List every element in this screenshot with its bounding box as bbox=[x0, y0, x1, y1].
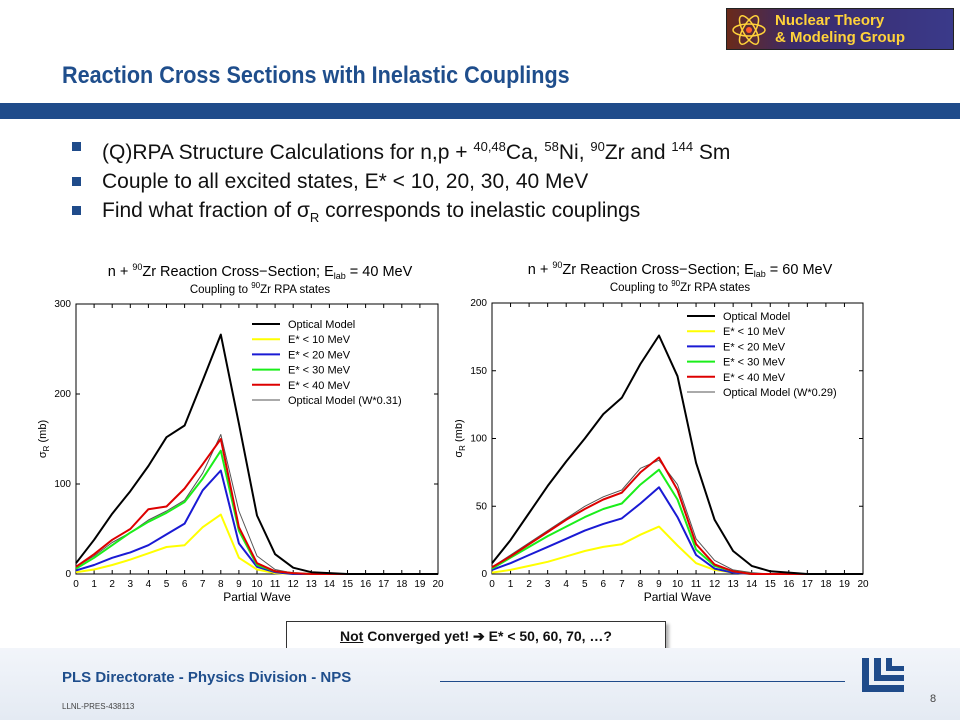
legend-label: Optical Model bbox=[723, 311, 790, 323]
x-tick-label: 14 bbox=[746, 579, 758, 590]
y-tick-label: 150 bbox=[470, 366, 487, 377]
x-tick-label: 10 bbox=[251, 579, 263, 590]
x-tick-label: 20 bbox=[432, 579, 444, 590]
x-tick-label: 15 bbox=[765, 579, 777, 590]
y-tick-label: 100 bbox=[470, 434, 487, 445]
legend-label: E* < 40 MeV bbox=[288, 380, 351, 392]
x-tick-label: 0 bbox=[73, 579, 79, 590]
bullet-square-icon bbox=[72, 142, 81, 151]
x-tick-label: 8 bbox=[218, 579, 224, 590]
chart-subtitle: Coupling to 90Zr RPA states bbox=[190, 281, 331, 296]
slide-title: Reaction Cross Sections with Inelastic C… bbox=[62, 62, 570, 89]
x-tick-label: 13 bbox=[306, 579, 318, 590]
logo-line-1: Nuclear Theory bbox=[775, 12, 885, 29]
chart-title: n + 90Zr Reaction Cross−Section; Elab = … bbox=[528, 260, 833, 279]
x-tick-label: 0 bbox=[489, 579, 495, 590]
x-tick-label: 6 bbox=[182, 579, 188, 590]
x-tick-label: 12 bbox=[709, 579, 721, 590]
legend-label: E* < 20 MeV bbox=[723, 341, 786, 353]
x-tick-label: 12 bbox=[288, 579, 300, 590]
x-tick-label: 11 bbox=[691, 579, 702, 590]
title-bar bbox=[0, 103, 960, 119]
x-tick-label: 3 bbox=[545, 579, 551, 590]
y-tick-label: 200 bbox=[470, 298, 487, 309]
x-tick-label: 2 bbox=[526, 579, 532, 590]
y-tick-label: 100 bbox=[54, 479, 71, 490]
y-tick-label: 200 bbox=[54, 389, 71, 400]
legend-label: E* < 20 MeV bbox=[288, 349, 351, 361]
x-tick-label: 20 bbox=[857, 579, 869, 590]
x-tick-label: 7 bbox=[619, 579, 625, 590]
chart-title: n + 90Zr Reaction Cross−Section; Elab = … bbox=[108, 262, 413, 281]
footer-divider bbox=[440, 681, 845, 682]
x-tick-label: 14 bbox=[324, 579, 336, 590]
series-line bbox=[75, 333, 438, 575]
x-tick-label: 4 bbox=[146, 579, 152, 590]
atom-icon bbox=[732, 15, 766, 45]
x-tick-label: 5 bbox=[582, 579, 588, 590]
x-axis-label: Partial Wave bbox=[644, 590, 712, 604]
bullet-square-icon bbox=[72, 177, 81, 186]
x-tick-label: 17 bbox=[378, 579, 390, 590]
y-tick-label: 300 bbox=[54, 299, 71, 310]
x-tick-label: 4 bbox=[563, 579, 569, 590]
x-tick-label: 10 bbox=[672, 579, 684, 590]
legend-label: Optical Model (W*0.29) bbox=[723, 387, 837, 399]
x-tick-label: 13 bbox=[728, 579, 740, 590]
y-axis-label: σR (mb) bbox=[455, 419, 467, 457]
legend-label: Optical Model bbox=[288, 319, 355, 331]
logo-text: Nuclear Theory & Modeling Group bbox=[775, 12, 905, 46]
x-tick-label: 8 bbox=[638, 579, 644, 590]
x-tick-label: 18 bbox=[820, 579, 832, 590]
x-tick-label: 9 bbox=[656, 579, 662, 590]
bullet-list: (Q)RPA Structure Calculations for n,p + … bbox=[72, 132, 730, 232]
y-tick-label: 0 bbox=[481, 569, 487, 580]
nuclear-theory-logo: Nuclear Theory & Modeling Group bbox=[726, 8, 954, 50]
y-tick-label: 0 bbox=[65, 569, 71, 580]
footer-band bbox=[0, 648, 960, 720]
legend-label: E* < 30 MeV bbox=[723, 357, 786, 369]
y-axis-label: σR (mb) bbox=[38, 420, 51, 458]
x-tick-label: 9 bbox=[236, 579, 242, 590]
bullet-item-structure: (Q)RPA Structure Calculations for n,p + … bbox=[72, 132, 730, 167]
arrow-icon: ➔ bbox=[473, 628, 485, 644]
x-tick-label: 16 bbox=[783, 579, 795, 590]
x-tick-label: 19 bbox=[839, 579, 851, 590]
chart-subtitle: Coupling to 90Zr RPA states bbox=[610, 279, 751, 294]
document-id: LLNL-PRES-438113 bbox=[62, 702, 135, 711]
x-tick-label: 1 bbox=[91, 579, 97, 590]
x-tick-label: 15 bbox=[342, 579, 354, 590]
x-tick-label: 18 bbox=[396, 579, 408, 590]
x-tick-label: 19 bbox=[414, 579, 426, 590]
plot-area bbox=[491, 302, 864, 575]
x-tick-label: 6 bbox=[601, 579, 607, 590]
x-tick-label: 5 bbox=[164, 579, 170, 590]
footer-directorate: PLS Directorate - Physics Division - NPS bbox=[62, 669, 352, 686]
x-tick-label: 16 bbox=[360, 579, 372, 590]
chart-40mev: n + 90Zr Reaction Cross−Section; Elab = … bbox=[38, 262, 444, 604]
legend-label: E* < 10 MeV bbox=[288, 334, 351, 346]
bullet-item-fraction: Find what fraction of σR corresponds to … bbox=[72, 196, 730, 232]
convergence-note: Not Converged yet! ➔ E* < 50, 60, 70, …? bbox=[286, 621, 666, 651]
x-tick-label: 7 bbox=[200, 579, 206, 590]
series-line bbox=[491, 334, 863, 575]
page-number: 8 bbox=[930, 693, 937, 705]
llnl-logo-icon bbox=[862, 658, 904, 692]
legend-label: E* < 40 MeV bbox=[723, 372, 786, 384]
x-tick-label: 17 bbox=[802, 579, 814, 590]
y-tick-label: 50 bbox=[476, 501, 488, 512]
legend-label: E* < 30 MeV bbox=[288, 365, 351, 377]
chart-60mev: n + 90Zr Reaction Cross−Section; Elab = … bbox=[455, 260, 869, 604]
bullet-square-icon bbox=[72, 206, 81, 215]
x-tick-label: 11 bbox=[270, 579, 281, 590]
x-axis-label: Partial Wave bbox=[223, 590, 291, 604]
legend-label: E* < 10 MeV bbox=[723, 326, 786, 338]
x-tick-label: 1 bbox=[508, 579, 514, 590]
bullet-item-couple: Couple to all excited states, E* < 10, 2… bbox=[72, 167, 730, 196]
x-tick-label: 3 bbox=[128, 579, 134, 590]
logo-line-2: & Modeling Group bbox=[775, 29, 905, 46]
x-tick-label: 2 bbox=[109, 579, 115, 590]
legend-label: Optical Model (W*0.31) bbox=[288, 395, 402, 407]
